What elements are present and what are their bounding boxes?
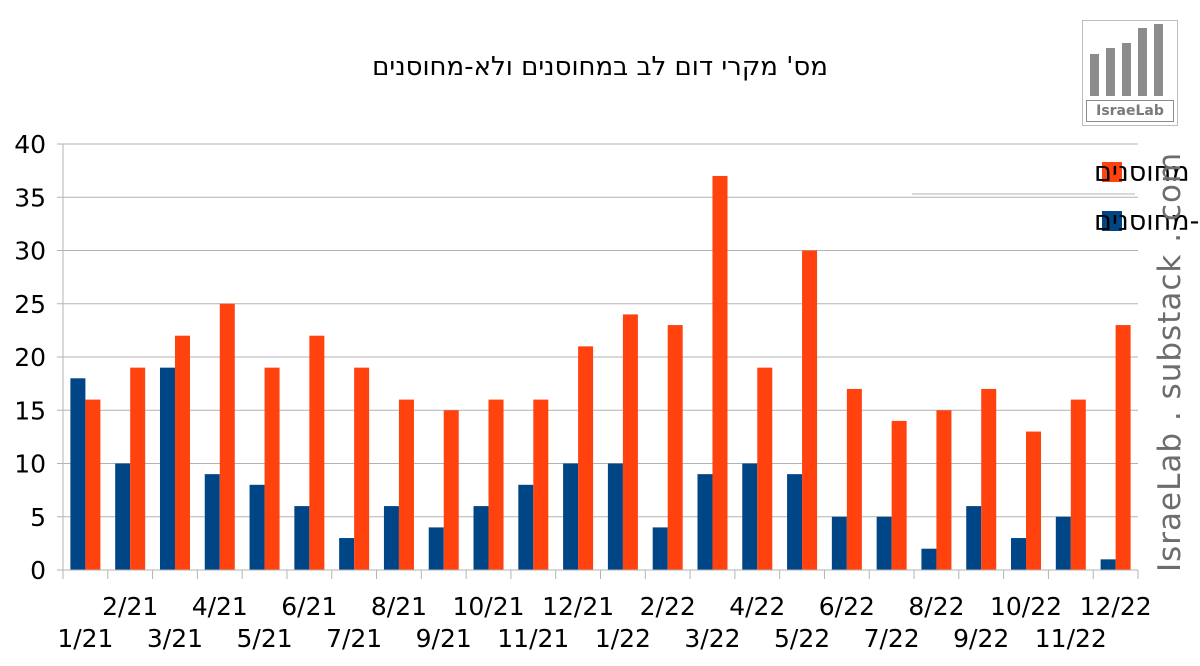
bar-vaccinated: [846, 388, 862, 570]
bar-unvaccinated: [249, 484, 265, 570]
y-tick-label: 0: [30, 556, 46, 585]
legend-label-vaccinated: מחוסנים: [1094, 157, 1190, 188]
bar-unvaccinated: [204, 474, 220, 570]
bar-vaccinated: [757, 367, 773, 570]
bar-vaccinated: [1115, 325, 1131, 570]
x-tick-label: 12/21: [542, 592, 614, 621]
bar-vaccinated: [667, 325, 683, 570]
chart-title: מס' מקרי דום לב במחוסנים ולא-מחוסנים: [372, 52, 828, 82]
bar-unvaccinated: [518, 484, 534, 570]
y-tick-label: 10: [14, 450, 46, 479]
bar-vaccinated: [1070, 399, 1086, 570]
x-tick-label: 7/22: [864, 624, 920, 653]
bar-vaccinated: [443, 410, 459, 570]
bar-unvaccinated: [159, 367, 175, 570]
bar-vaccinated: [398, 399, 414, 570]
logo-text: IsraeLab: [1086, 100, 1174, 122]
x-tick-label: 6/21: [281, 592, 337, 621]
bar-unvaccinated: [70, 378, 86, 570]
source-watermark: IsraeLab . substack . com: [1152, 151, 1188, 572]
bar-vaccinated: [174, 335, 190, 570]
bar-vaccinated: [622, 314, 638, 570]
bar-vaccinated: [264, 367, 280, 570]
x-tick-label: 6/22: [819, 592, 875, 621]
bar-unvaccinated: [563, 463, 579, 570]
x-tick-label: 9/22: [953, 624, 1009, 653]
legend: מחוסנים לא-מחוסנים: [912, 157, 1200, 237]
x-tick-label: 11/22: [1035, 624, 1107, 653]
bar-vaccinated: [130, 367, 146, 570]
x-tick-label: 7/21: [326, 624, 382, 653]
bar-unvaccinated: [787, 474, 803, 570]
x-tick-label: 1/22: [595, 624, 651, 653]
x-tick-label: 8/21: [371, 592, 427, 621]
bar-unvaccinated: [115, 463, 131, 570]
legend-label-unvaccinated: לא-מחוסנים: [1094, 206, 1200, 237]
x-tick-label: 10/21: [452, 592, 524, 621]
y-tick-label: 5: [30, 503, 46, 532]
bar-unvaccinated: [876, 516, 892, 570]
x-tick-label: 4/22: [729, 592, 785, 621]
bar-unvaccinated: [742, 463, 758, 570]
axes: 0 5 10 15 20 25 30 35 40 1/21 2/21 3/21 4/21 5/21 6/21…: [14, 130, 1151, 653]
x-tick-label: 2/22: [640, 592, 696, 621]
x-tick-label: 8/22: [908, 592, 964, 621]
bar-vaccinated: [802, 250, 818, 570]
bar-unvaccinated: [428, 527, 444, 570]
bar-vaccinated: [712, 175, 728, 570]
bar-vaccinated: [488, 399, 504, 570]
x-tick-label: 4/21: [192, 592, 248, 621]
y-tick-label: 40: [14, 130, 46, 159]
x-tick-label: 5/21: [236, 624, 292, 653]
bar-unvaccinated: [966, 506, 982, 570]
bar-unvaccinated: [1011, 538, 1027, 570]
x-tick-label: 5/22: [774, 624, 830, 653]
y-tick-label: 15: [14, 396, 46, 425]
bar-unvaccinated: [339, 538, 355, 570]
y-tick-label: 20: [14, 343, 46, 372]
x-tick-label: 3/21: [147, 624, 203, 653]
bar-vaccinated: [891, 420, 907, 570]
bar-unvaccinated: [831, 516, 847, 570]
bar-unvaccinated: [1100, 559, 1116, 570]
bars: [70, 175, 1131, 570]
legend-swatch-unvaccinated: [1102, 211, 1122, 231]
bar-unvaccinated: [473, 506, 489, 570]
x-tick-label: 1/21: [57, 624, 113, 653]
bar-unvaccinated: [697, 474, 713, 570]
israelab-logo: IsraeLab: [1082, 20, 1178, 126]
y-tick-label: 30: [14, 237, 46, 266]
bar-vaccinated: [85, 399, 101, 570]
y-tick-label: 25: [14, 290, 46, 319]
x-tick-label: 11/21: [497, 624, 569, 653]
bar-vaccinated: [1026, 431, 1042, 570]
bar-unvaccinated: [383, 506, 399, 570]
bar-vaccinated: [354, 367, 370, 570]
bar-vaccinated: [981, 388, 997, 570]
x-tick-label: 9/21: [416, 624, 472, 653]
bar-unvaccinated: [607, 463, 623, 570]
bar-unvaccinated: [294, 506, 310, 570]
x-tick-label: 12/22: [1080, 592, 1152, 621]
legend-swatch-vaccinated: [1102, 162, 1122, 182]
bar-vaccinated: [309, 335, 325, 570]
x-tick-label: 3/22: [684, 624, 740, 653]
x-tick-label: 10/22: [990, 592, 1062, 621]
bar-vaccinated: [936, 410, 952, 570]
bar-vaccinated: [219, 303, 235, 570]
bar-vaccinated: [533, 399, 549, 570]
bar-unvaccinated: [1055, 516, 1071, 570]
bar-vaccinated: [578, 346, 594, 570]
y-tick-label: 35: [14, 183, 46, 212]
bar-unvaccinated: [921, 548, 937, 570]
bar-unvaccinated: [652, 527, 668, 570]
x-tick-label: 2/21: [102, 592, 158, 621]
